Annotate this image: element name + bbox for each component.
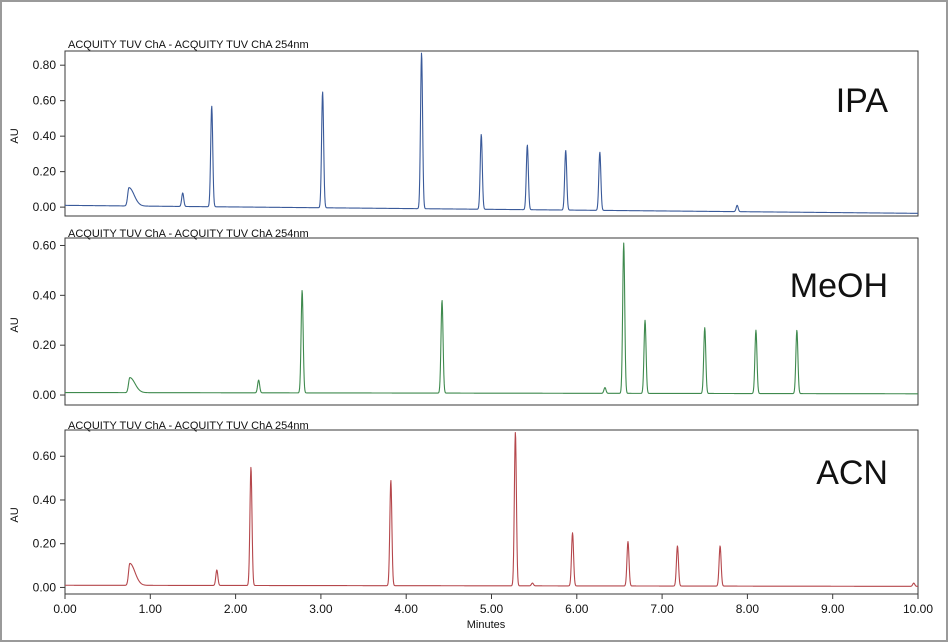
x-tick-label: 3.00 [309,602,333,616]
x-tick-label: 5.00 [480,602,504,616]
y-tick-label: 0.00 [33,580,57,594]
y-tick-label: 0.60 [33,94,57,108]
x-axis-label: Minutes [467,619,506,631]
panel-header: ACQUITY TUV ChA - ACQUITY TUV ChA 254nm [68,420,309,432]
y-tick-label: 0.00 [33,200,57,214]
x-tick-label: 4.00 [395,602,419,616]
y-tick-label: 0.00 [33,388,57,402]
y-axis: 0.00 0.20 0.40 0.60 [33,449,65,594]
x-tick-label: 0.00 [53,602,77,616]
y-tick-label: 0.60 [33,238,57,252]
chart-panel-acn: ACQUITY TUV ChA - ACQUITY TUV ChA 254nm … [9,420,933,631]
x-tick-label: 8.00 [736,602,760,616]
y-axis: 0.00 0.20 0.40 0.60 [33,238,65,402]
chromatogram-trace [64,52,919,214]
x-axis: 0.00 1.00 2.00 3.00 4.00 5.00 6.00 7.00 8.00 9.00… [53,594,933,616]
chromatogram-trace [64,432,919,587]
x-tick-label: 9.00 [821,602,845,616]
x-tick-label: 7.00 [650,602,674,616]
y-axis-label: AU [9,128,21,143]
y-tick-label: 0.20 [33,165,57,179]
x-tick-label: 2.00 [224,602,248,616]
plot-area [64,429,919,595]
chart-panel-meoh: ACQUITY TUV ChA - ACQUITY TUV ChA 254nm … [9,228,919,406]
y-tick-label: 0.60 [33,449,57,463]
solvent-label: ACN [816,454,888,492]
panel-header: ACQUITY TUV ChA - ACQUITY TUV ChA 254nm [68,228,309,240]
plot-area [64,237,919,406]
solvent-label: MeOH [790,267,888,305]
chromatogram-trace [64,242,919,395]
y-axis-label: AU [9,507,21,522]
panel-header: ACQUITY TUV ChA - ACQUITY TUV ChA 254nm [68,39,309,51]
y-axis-label: AU [9,317,21,332]
x-tick-label: 10.00 [903,602,933,616]
y-tick-label: 0.20 [33,537,57,551]
x-tick-label: 1.00 [139,602,163,616]
chart-panel-ipa: ACQUITY TUV ChA - ACQUITY TUV ChA 254nm … [9,39,919,217]
y-tick-label: 0.80 [33,58,57,72]
y-tick-label: 0.20 [33,338,57,352]
plot-area [64,50,919,217]
y-tick-label: 0.40 [33,493,57,507]
y-tick-label: 0.40 [33,288,57,302]
solvent-label: IPA [836,82,889,120]
x-tick-label: 6.00 [565,602,589,616]
y-tick-label: 0.40 [33,129,57,143]
y-axis: 0.00 0.20 0.40 0.60 0.80 [33,58,65,214]
